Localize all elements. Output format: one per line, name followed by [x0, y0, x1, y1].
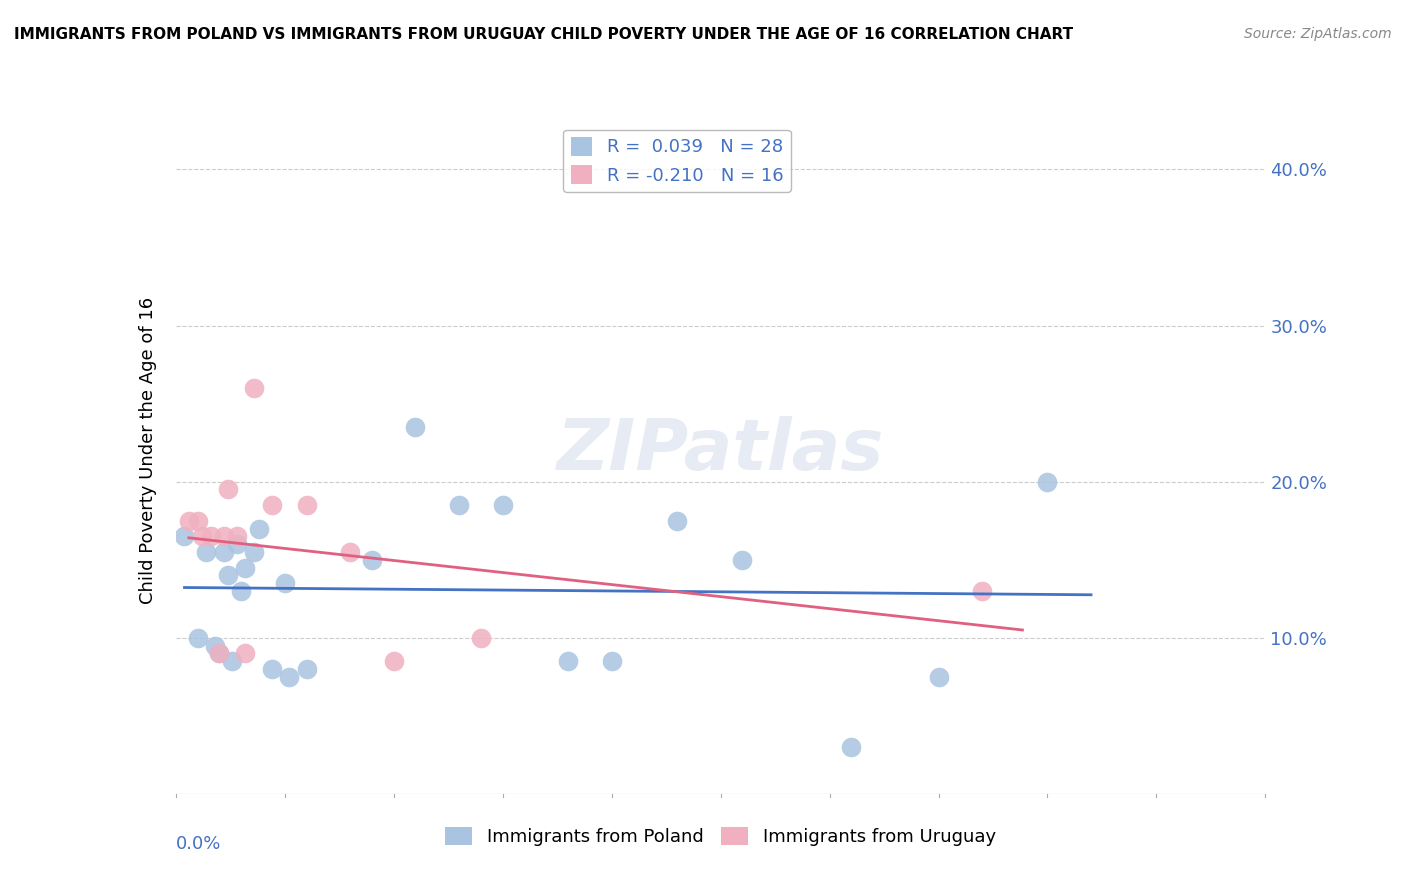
Point	[217, 568, 239, 582]
Point	[260, 662, 283, 676]
Point	[204, 639, 226, 653]
Point	[221, 654, 243, 668]
Point	[295, 662, 318, 676]
Point	[186, 514, 209, 528]
Point	[731, 552, 754, 567]
Point	[492, 498, 515, 512]
Point	[841, 740, 863, 755]
Point	[928, 670, 950, 684]
Point	[405, 420, 427, 434]
Point	[557, 654, 579, 668]
Text: IMMIGRANTS FROM POLAND VS IMMIGRANTS FROM URUGUAY CHILD POVERTY UNDER THE AGE OF: IMMIGRANTS FROM POLAND VS IMMIGRANTS FRO…	[14, 27, 1073, 42]
Point	[177, 514, 200, 528]
Text: ZIPatlas: ZIPatlas	[557, 416, 884, 485]
Point	[212, 529, 235, 543]
Point	[274, 576, 297, 591]
Point	[278, 670, 301, 684]
Point	[382, 654, 405, 668]
Text: Source: ZipAtlas.com: Source: ZipAtlas.com	[1244, 27, 1392, 41]
Point	[295, 498, 318, 512]
Point	[970, 583, 993, 598]
Point	[243, 545, 266, 559]
Point	[217, 483, 239, 497]
Point	[447, 498, 470, 512]
Point	[243, 381, 266, 395]
Text: 0.0%: 0.0%	[176, 835, 221, 853]
Point	[200, 529, 222, 543]
Point	[195, 545, 218, 559]
Point	[191, 529, 214, 543]
Legend: Immigrants from Poland, Immigrants from Uruguay: Immigrants from Poland, Immigrants from …	[437, 820, 1004, 854]
Point	[212, 545, 235, 559]
Point	[235, 560, 257, 574]
Point	[360, 552, 382, 567]
Point	[186, 631, 209, 645]
Point	[225, 537, 247, 551]
Point	[173, 529, 195, 543]
Point	[666, 514, 689, 528]
Point	[260, 498, 283, 512]
Point	[339, 545, 361, 559]
Point	[247, 521, 270, 535]
Point	[225, 529, 247, 543]
Point	[600, 654, 623, 668]
Point	[1036, 475, 1059, 489]
Point	[231, 583, 253, 598]
Point	[208, 646, 231, 660]
Y-axis label: Child Poverty Under the Age of 16: Child Poverty Under the Age of 16	[139, 297, 157, 604]
Point	[208, 646, 231, 660]
Point	[470, 631, 492, 645]
Point	[235, 646, 257, 660]
